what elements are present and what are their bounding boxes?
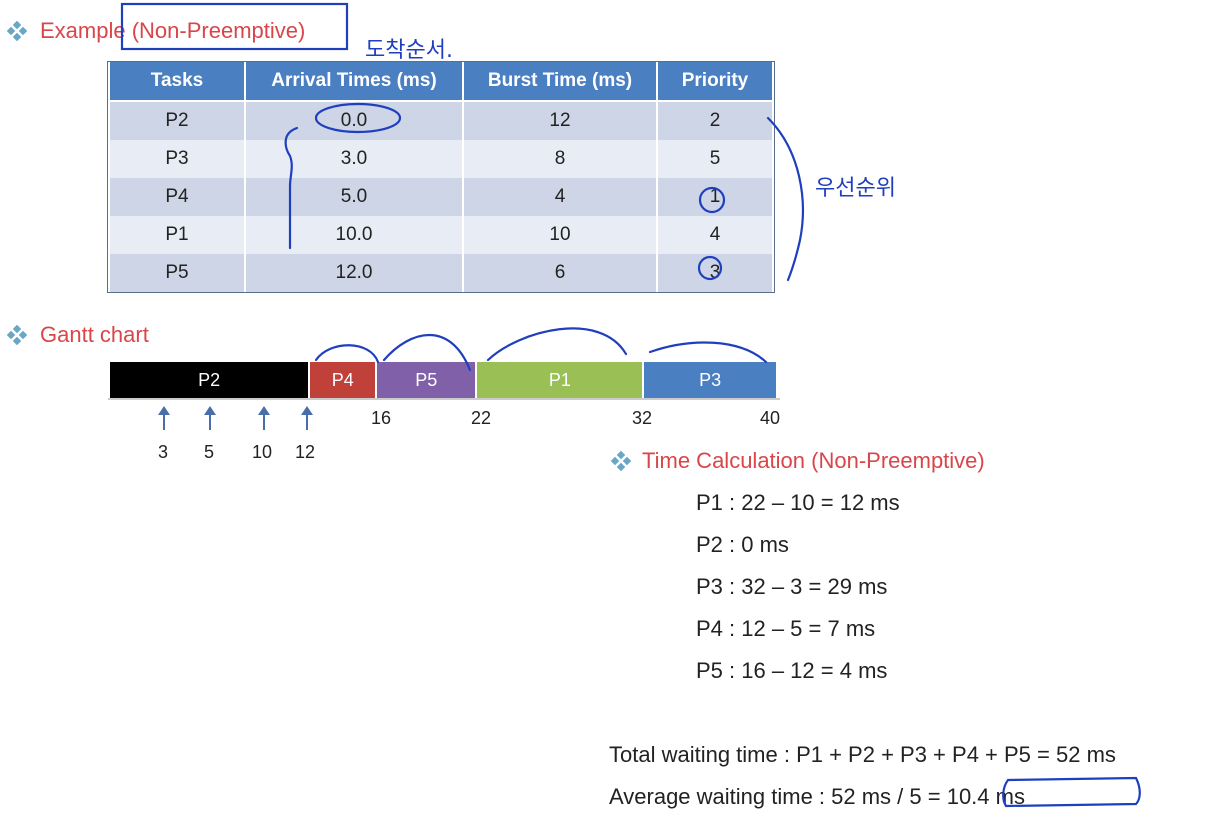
calc-line: P2 : 0 ms bbox=[696, 532, 789, 557]
calc-line: P1 : 22 – 10 = 12 ms bbox=[696, 490, 900, 515]
table-row: P3 3.0 8 5 bbox=[108, 140, 774, 178]
handwritten-priority-note: 우선순위 bbox=[815, 176, 896, 201]
gantt-bar-p5: P5 bbox=[377, 362, 478, 398]
total-waiting-time: Total waiting time : P1 + P2 + P3 + P4 +… bbox=[609, 742, 1116, 767]
cell-priority: 4 bbox=[656, 216, 774, 254]
example-title: Example (Non-Preemptive) bbox=[40, 18, 306, 43]
arrival-label: 5 bbox=[204, 442, 215, 462]
arrival-arrow-icon bbox=[204, 406, 216, 430]
cell-arrival: 5.0 bbox=[244, 178, 464, 216]
average-prefix: Average waiting time : 52 ms / 5 = bbox=[609, 784, 947, 809]
cell-task: P2 bbox=[108, 101, 246, 140]
arrival-arrow-icon bbox=[301, 406, 313, 430]
arc-mark bbox=[314, 344, 380, 364]
cell-burst: 8 bbox=[462, 140, 658, 178]
calc-line: P3 : 32 – 3 = 29 ms bbox=[696, 574, 888, 599]
calc-line: P5 : 16 – 12 = 4 ms bbox=[696, 658, 888, 683]
arrival-label: 12 bbox=[295, 442, 316, 462]
cell-priority: 1 bbox=[656, 178, 774, 216]
bullet-icon bbox=[610, 450, 632, 472]
arc-mark bbox=[486, 327, 628, 362]
header-arrival: Arrival Times (ms) bbox=[244, 62, 464, 102]
gantt-bar-p4: P4 bbox=[310, 362, 378, 398]
gantt-tick: 22 bbox=[471, 408, 492, 428]
cell-priority: 3 bbox=[656, 254, 774, 292]
cell-task: P5 bbox=[108, 254, 246, 292]
header-burst: Burst Time (ms) bbox=[462, 62, 658, 102]
cell-priority: 5 bbox=[656, 140, 774, 178]
gantt-tick: 40 bbox=[760, 408, 781, 428]
header-tasks: Tasks bbox=[108, 62, 246, 102]
gantt-bar-p1: P1 bbox=[477, 362, 645, 398]
gantt-baseline bbox=[108, 398, 780, 400]
arc-mark bbox=[648, 341, 768, 364]
table-row: P5 12.0 6 3 bbox=[108, 254, 774, 292]
header-priority: Priority bbox=[656, 62, 774, 102]
gantt-tick: 32 bbox=[632, 408, 653, 428]
cell-task: P1 bbox=[108, 216, 246, 254]
calc-line: P4 : 12 – 5 = 7 ms bbox=[696, 616, 876, 641]
cell-burst: 4 bbox=[462, 178, 658, 216]
cell-task: P3 bbox=[108, 140, 246, 178]
calc-title: Time Calculation (Non-Preemptive) bbox=[642, 448, 985, 473]
cell-arrival: 3.0 bbox=[244, 140, 464, 178]
cell-task: P4 bbox=[108, 178, 246, 216]
bullet-icon bbox=[6, 20, 28, 42]
table-row: P1 10.0 10 4 bbox=[108, 216, 774, 254]
arrival-label: 10 bbox=[252, 442, 273, 462]
arrival-arrow-icon bbox=[258, 406, 270, 430]
cell-priority: 2 bbox=[656, 101, 774, 140]
table-row: P2 0.0 12 2 bbox=[108, 101, 774, 140]
cell-burst: 10 bbox=[462, 216, 658, 254]
cell-arrival: 10.0 bbox=[244, 216, 464, 254]
average-value: 10.4 ms bbox=[946, 784, 1025, 809]
average-waiting-time: Average waiting time : 52 ms / 5 = 10.4 … bbox=[609, 784, 1025, 810]
task-table: Tasks Arrival Times (ms) Burst Time (ms)… bbox=[107, 61, 775, 293]
gantt-chart: P2 P4 P5 P1 P3 bbox=[110, 362, 778, 398]
arrival-arrow-icon bbox=[158, 406, 170, 430]
table-header-row: Tasks Arrival Times (ms) Burst Time (ms)… bbox=[108, 62, 774, 102]
cell-burst: 12 bbox=[462, 101, 658, 140]
cell-arrival: 12.0 bbox=[244, 254, 464, 292]
arrival-label: 3 bbox=[158, 442, 169, 462]
bullet-icon bbox=[6, 324, 28, 346]
gantt-title: Gantt chart bbox=[40, 322, 149, 347]
gantt-bar-p3: P3 bbox=[644, 362, 778, 398]
gantt-bar-p2: P2 bbox=[110, 362, 311, 398]
table-row: P4 5.0 4 1 bbox=[108, 178, 774, 216]
handwritten-arrival-note: 도착순서. bbox=[365, 38, 453, 63]
cell-burst: 6 bbox=[462, 254, 658, 292]
gantt-tick: 16 bbox=[371, 408, 392, 428]
cell-arrival: 0.0 bbox=[244, 101, 464, 140]
